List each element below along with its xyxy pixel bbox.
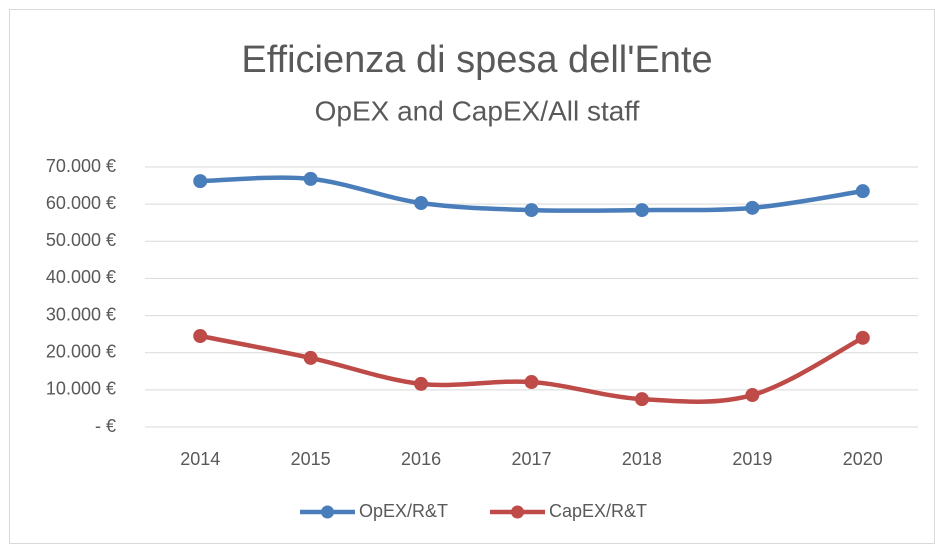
x-tick-label: 2018 xyxy=(622,449,662,469)
y-tick-label: 30.000 € xyxy=(46,304,116,324)
x-tick-label: 2020 xyxy=(843,449,883,469)
y-tick-label: - € xyxy=(95,416,116,436)
data-point xyxy=(855,330,870,345)
chart-title: Efficienza di spesa dell'Ente xyxy=(241,39,712,81)
x-tick-label: 2019 xyxy=(732,449,772,469)
data-point xyxy=(303,171,318,186)
data-point xyxy=(414,376,429,391)
data-point xyxy=(634,392,649,407)
data-point xyxy=(745,200,760,215)
x-tick-label: 2017 xyxy=(511,449,551,469)
legend-label: CapEX/R&T xyxy=(549,501,647,521)
legend-marker xyxy=(511,505,524,519)
x-tick-label: 2016 xyxy=(401,449,441,469)
y-tick-label: 20.000 € xyxy=(46,341,116,361)
data-point xyxy=(745,388,760,403)
x-tick-label: 2014 xyxy=(180,449,220,469)
data-point xyxy=(524,203,539,218)
y-tick-label: 70.000 € xyxy=(46,156,116,176)
data-point xyxy=(634,203,649,218)
y-tick-label: 10.000 € xyxy=(46,379,116,399)
data-point xyxy=(524,375,539,390)
data-point xyxy=(303,350,318,365)
data-point xyxy=(193,174,208,189)
x-tick-label: 2015 xyxy=(291,449,331,469)
y-tick-label: 40.000 € xyxy=(46,267,116,287)
data-point xyxy=(855,184,870,199)
legend-marker xyxy=(321,505,334,519)
y-tick-label: 50.000 € xyxy=(46,230,116,250)
data-point xyxy=(193,329,208,343)
data-point xyxy=(414,196,429,211)
chart-frame xyxy=(9,9,935,544)
chart-subtitle: OpEX and CapEX/All staff xyxy=(315,95,640,126)
y-tick-label: 60.000 € xyxy=(46,193,116,213)
legend-label: OpEX/R&T xyxy=(359,501,448,521)
